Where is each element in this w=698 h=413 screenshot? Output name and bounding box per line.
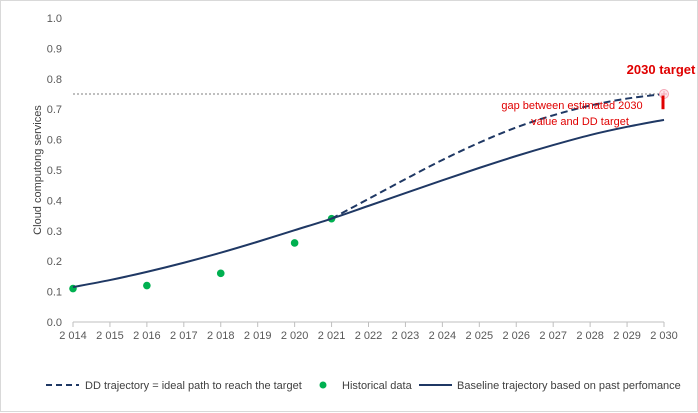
y-tick-label: 0.3 (47, 226, 62, 238)
baseline-trajectory-line (72, 118, 665, 289)
y-tick-label: 0.8 (47, 74, 62, 86)
y-tick-label: 0.9 (47, 43, 62, 55)
y-tick-label: 0.6 (47, 135, 62, 147)
x-tick-label: 2 014 (59, 330, 87, 342)
x-tick-label: 2 024 (429, 330, 457, 342)
y-tick-label: 0.0 (47, 317, 62, 329)
legend: DD trajectory = ideal path to reach the … (46, 380, 681, 392)
x-tick-label: 2 025 (466, 330, 494, 342)
y-tick-label: 0.1 (47, 287, 62, 299)
axes: 0.0 0.1 0.2 0.3 0.4 0.5 0.6 0.7 0.8 0.9 1.0 2 014 2 … (32, 13, 678, 342)
gap-label-line2: value and DD target (531, 116, 629, 128)
x-tick-label: 2 022 (355, 330, 383, 342)
y-tick-label: 0.4 (47, 195, 62, 207)
marks (69, 93, 665, 293)
y-tick-label: 0.2 (47, 256, 62, 268)
x-tick-label: 2 016 (133, 330, 161, 342)
legend-dot-marker (319, 381, 327, 389)
gap-label-line1: gap between estimated 2030 (501, 100, 642, 112)
target-label: 2030 target (627, 62, 696, 77)
x-tick-label: 2 020 (281, 330, 309, 342)
x-tick-label: 2 029 (613, 330, 641, 342)
legend-label-historical: Historical data (342, 380, 413, 392)
x-tick-label: 2 023 (392, 330, 420, 342)
x-tick-label: 2 019 (244, 330, 272, 342)
x-tick-label: 2 028 (576, 330, 604, 342)
y-tick-label: 0.7 (47, 104, 62, 116)
y-tick-label: 0.5 (47, 165, 62, 177)
x-tick-label: 2 015 (96, 330, 124, 342)
annotations: 2030 target gap between estimated 2030 v… (501, 62, 696, 128)
dd-trajectory-line (331, 93, 665, 220)
x-tick-label: 2 026 (502, 330, 530, 342)
y-tick-label: 1.0 (47, 13, 62, 25)
historical-data-point (290, 239, 299, 247)
x-tick-label: 2 018 (207, 330, 235, 342)
historical-data-point (143, 281, 151, 290)
legend-label-dd: DD trajectory = ideal path to reach the … (85, 380, 302, 392)
x-tick-label: 2 017 (170, 330, 198, 342)
x-tick-label: 2 027 (539, 330, 567, 342)
x-tick-label: 2 021 (318, 330, 346, 342)
y-axis-label: Cloud computong services (32, 105, 44, 235)
historical-data-point (216, 269, 225, 278)
x-tick-label: 2 030 (650, 330, 678, 342)
legend-label-baseline: Baseline trajectory based on past perfom… (457, 380, 681, 392)
